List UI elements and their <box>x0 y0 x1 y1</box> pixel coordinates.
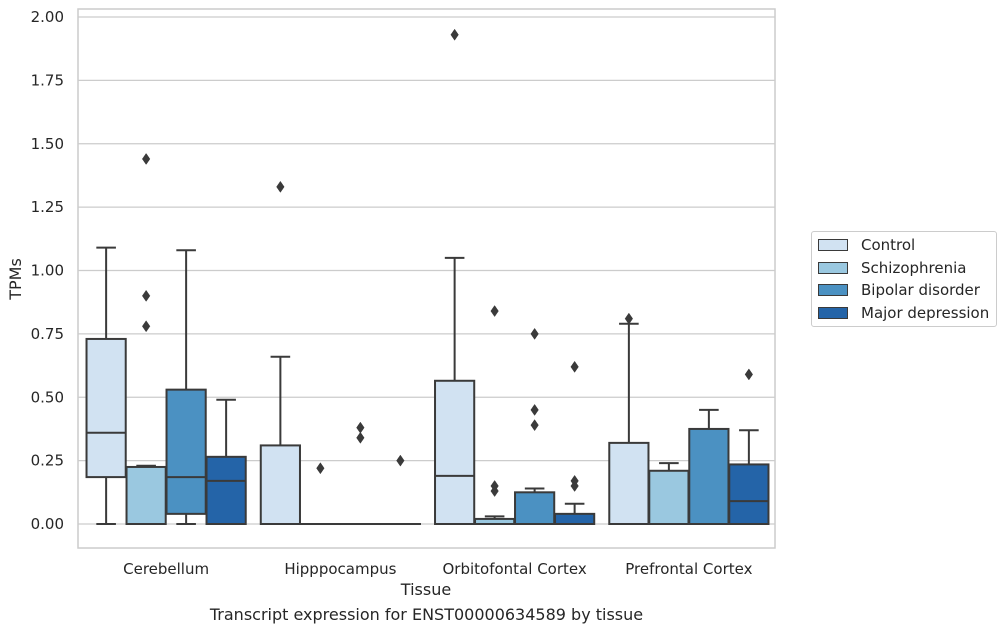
legend: Control Schizophrenia Bipolar disorder Majo… <box>811 231 997 327</box>
legend-swatch <box>818 284 848 296</box>
box-iqr <box>259 444 301 526</box>
legend-swatch <box>818 306 848 319</box>
y-tick-label: 0.00 <box>31 515 64 533</box>
legend-label: Major depression <box>861 303 990 322</box>
box-iqr <box>554 512 596 525</box>
y-tick-label: 2.00 <box>31 8 64 26</box>
box-iqr <box>165 388 207 515</box>
box-1-2 <box>259 180 301 526</box>
box-iqr <box>648 469 690 526</box>
outlier-point <box>356 421 365 434</box>
x-tick-labels: Cerebellum Hipppocampus Orbitofontal Corte… <box>123 560 752 578</box>
box-4-3 <box>554 360 596 525</box>
box-iqr <box>85 337 127 479</box>
outlier-point <box>530 403 539 416</box>
box-1-3 <box>434 28 476 525</box>
y-tick-label: 1.50 <box>31 135 64 153</box>
box-4-1 <box>205 398 247 526</box>
box-2-3 <box>474 305 516 525</box>
y-tick-label: 0.25 <box>31 452 64 470</box>
y-axis-title: TPMs <box>6 258 25 301</box>
legend-label: Control <box>861 236 916 254</box>
outlier-point <box>276 180 285 193</box>
box-iqr <box>434 379 476 525</box>
y-tick-label: 0.50 <box>31 388 64 406</box>
outlier-point <box>570 474 579 487</box>
legend-label: Bipolar disorder <box>861 281 980 299</box>
box-1-1 <box>85 246 127 525</box>
outlier-point <box>142 320 151 333</box>
outlier-point <box>624 312 633 325</box>
box-2-4 <box>648 462 690 526</box>
outlier-point <box>744 368 753 381</box>
legend-swatch <box>818 261 848 274</box>
x-tick-label: Prefrontal Cortex <box>625 560 752 578</box>
box-1-4 <box>608 312 650 526</box>
outlier-point <box>530 419 539 432</box>
legend-item: Schizophrenia <box>818 257 966 279</box>
y-tick-label: 1.75 <box>31 71 64 89</box>
y-tick-label: 1.00 <box>31 262 64 280</box>
x-tick-label: Orbitofontal Cortex <box>443 560 587 578</box>
outlier-point <box>570 360 579 373</box>
box-iqr <box>125 465 167 525</box>
box-layer <box>85 28 770 526</box>
box-iqr <box>728 463 770 525</box>
outlier-point <box>316 462 325 475</box>
outlier-point <box>530 327 539 340</box>
outlier-point <box>142 153 151 165</box>
y-tick-labels: 0.00 0.25 0.50 0.75 1.00 1.25 1.50 1.75 2.00 <box>31 8 64 533</box>
outlier-point <box>450 28 459 41</box>
outlier-point <box>396 454 405 467</box>
outlier-point <box>490 480 499 492</box>
legend-item: Control <box>818 234 915 256</box>
box-iqr <box>205 455 247 526</box>
legend-item: Major depression <box>818 302 989 324</box>
box-3-3 <box>514 327 556 525</box>
legend-item: Bipolar disorder <box>818 279 980 301</box>
legend-swatch <box>818 239 848 251</box>
x-tick-label: Cerebellum <box>123 560 209 578</box>
box-iqr <box>608 441 650 526</box>
outlier-point <box>490 305 499 317</box>
y-tick-label: 0.75 <box>31 325 64 343</box>
box-4-2 <box>379 454 421 526</box>
chart-title: Transcript expression for ENST0000063458… <box>209 605 644 624</box>
x-tick-label: Hipppocampus <box>284 560 396 578</box>
outlier-point <box>356 431 365 444</box>
box-4-4 <box>728 368 770 525</box>
box-iqr <box>688 427 730 525</box>
box-iqr <box>514 491 556 525</box>
box-2-1 <box>125 153 167 525</box>
x-axis-title: Tissue <box>400 580 451 599</box>
box-3-1 <box>165 249 207 525</box>
outlier-point <box>142 289 151 302</box>
legend-label: Schizophrenia <box>861 258 967 277</box>
y-tick-label: 1.25 <box>31 198 64 216</box>
